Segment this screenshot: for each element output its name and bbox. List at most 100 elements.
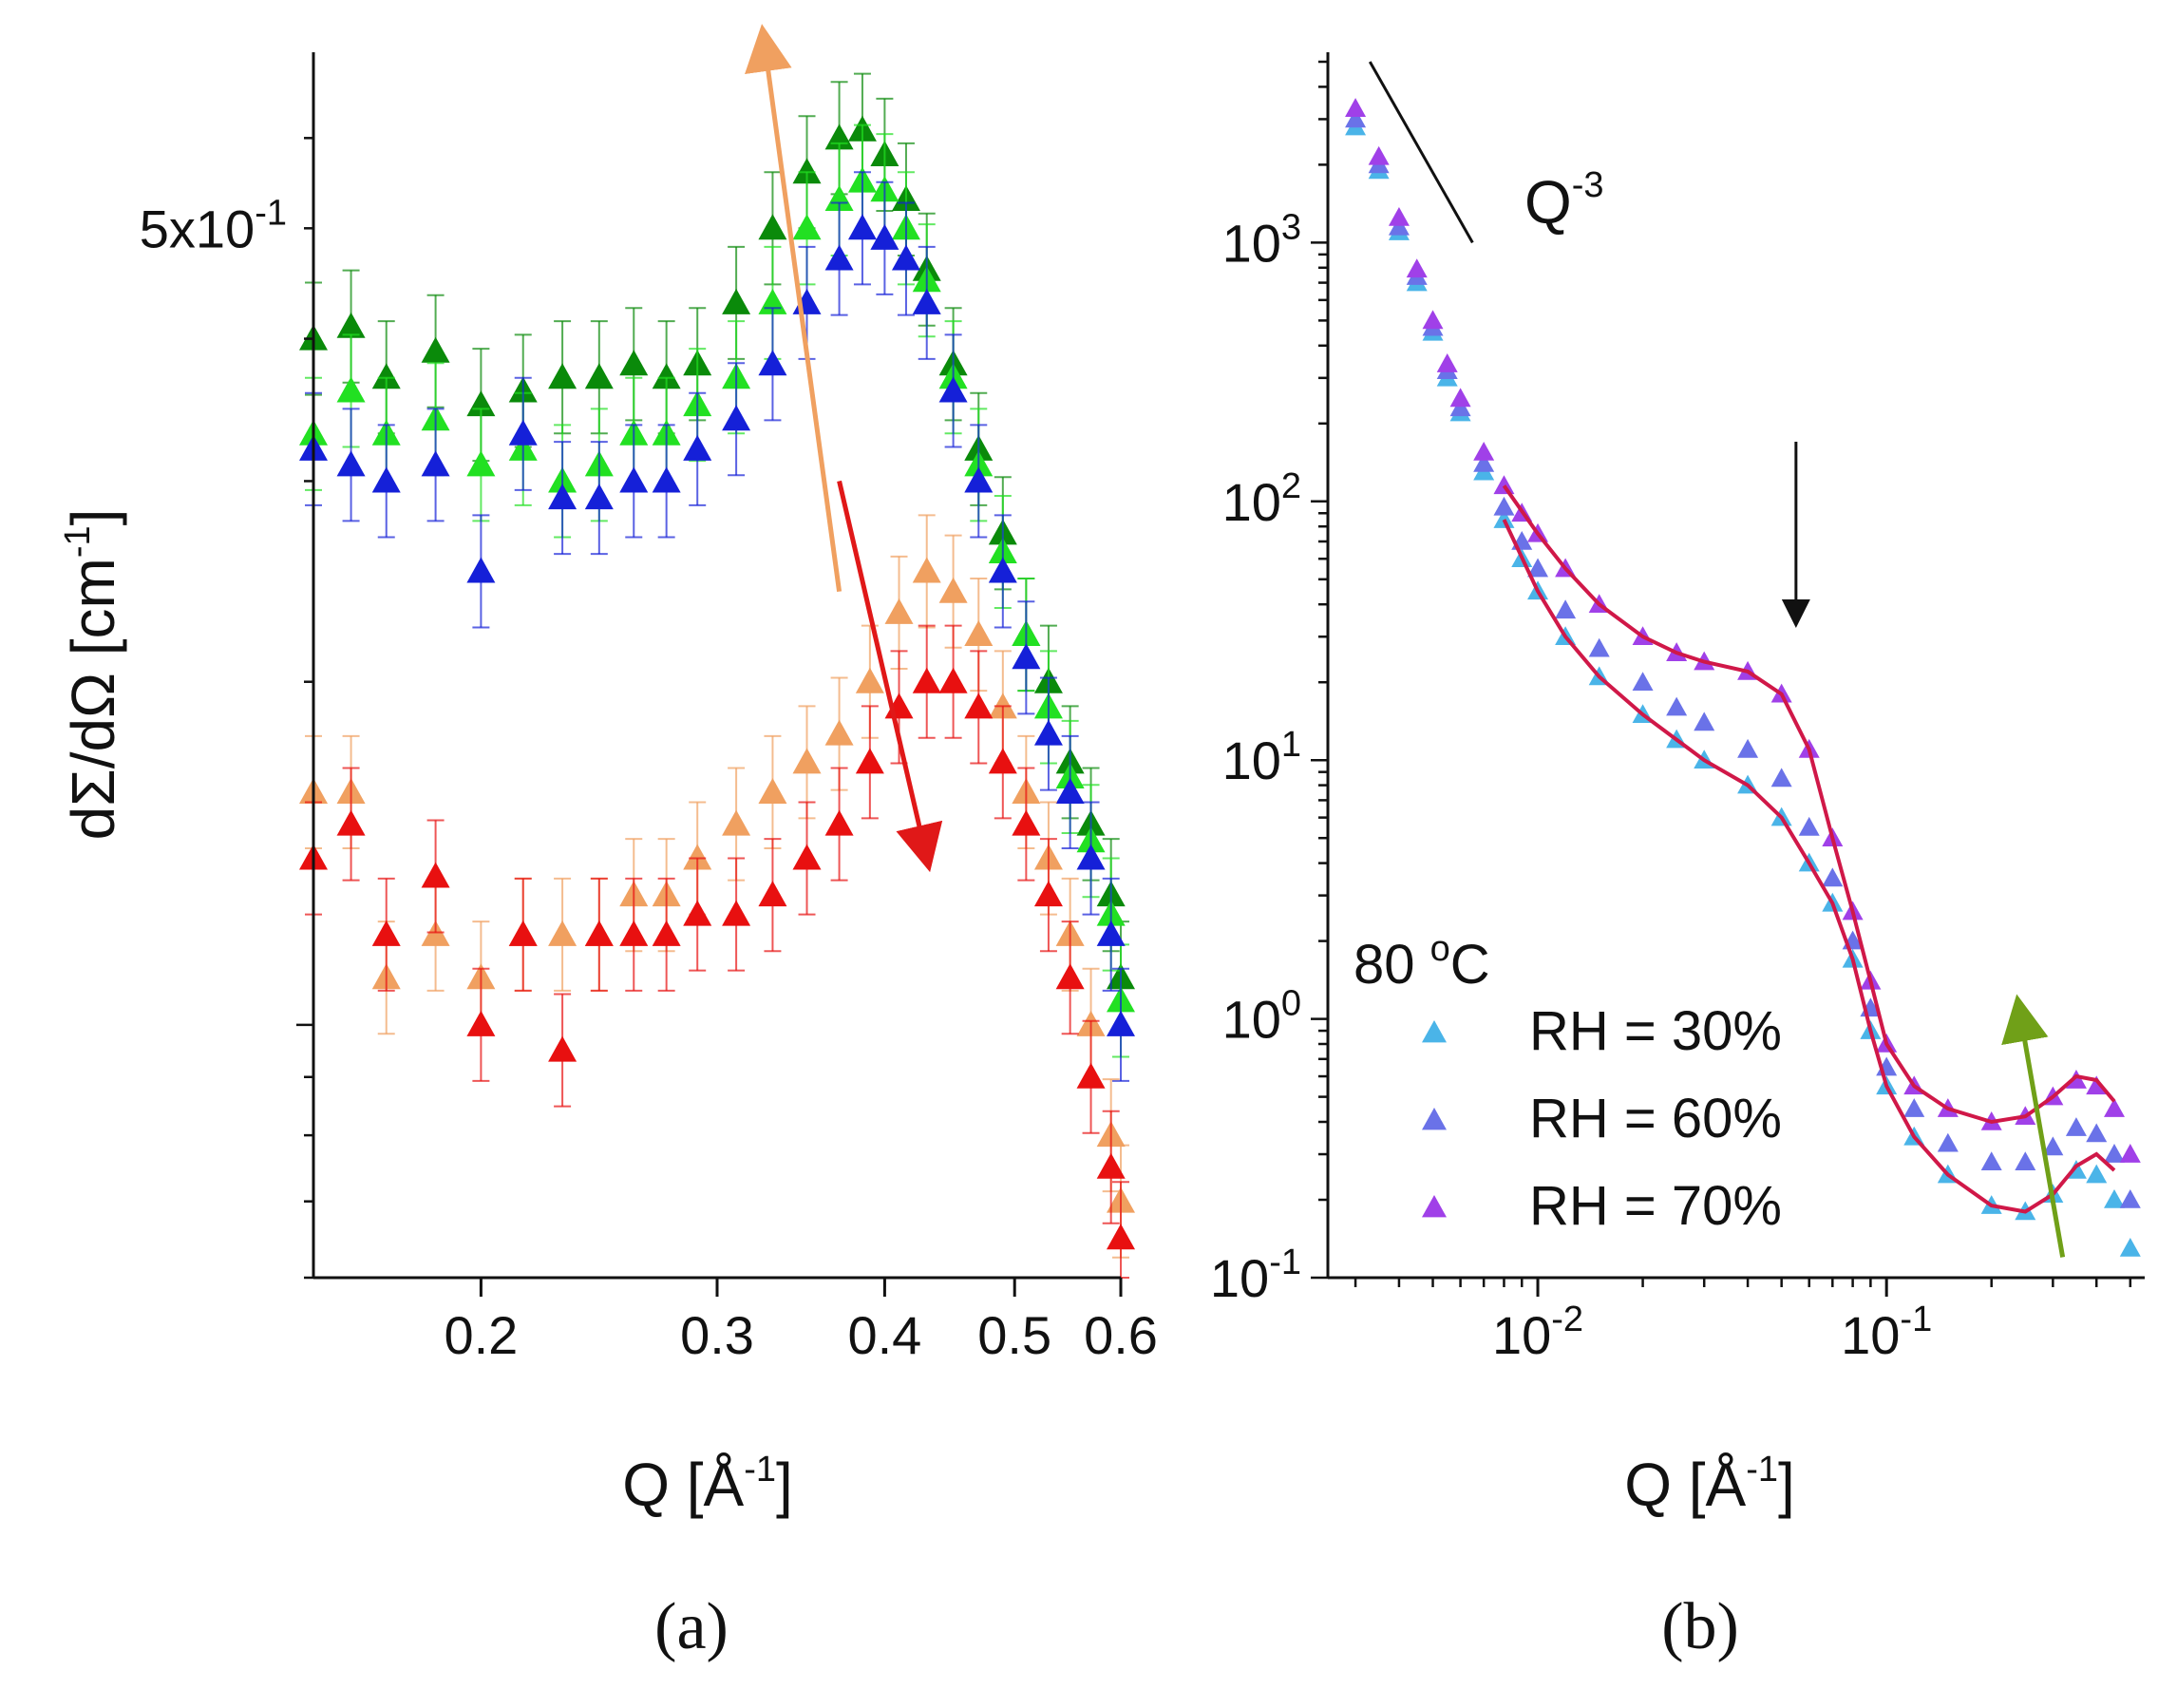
data-point — [508, 920, 538, 946]
y-tick-label: 103 — [1222, 207, 1301, 273]
data-point — [758, 214, 787, 240]
data-point — [2086, 1075, 2108, 1095]
panel-b-slope-label: Q-3 — [1524, 165, 1604, 237]
orange-arrow — [745, 24, 842, 593]
data-point — [912, 667, 941, 693]
data-point — [1345, 108, 1367, 128]
y-tick-label: 100 — [1222, 984, 1301, 1050]
data-point — [1096, 920, 1126, 946]
data-point — [1055, 963, 1085, 990]
data-point — [2104, 1188, 2126, 1208]
data-point — [824, 244, 854, 271]
legend-label: RH = 70% — [1529, 1175, 1782, 1237]
panel-b-annotations — [1368, 61, 2066, 1258]
panel-a-label: (a) — [654, 1590, 729, 1663]
data-point — [722, 405, 751, 431]
data-point — [912, 288, 941, 314]
data-point — [824, 719, 854, 746]
data-point — [1666, 696, 1688, 716]
y-tick-label: 102 — [1222, 466, 1301, 532]
x-tick-label: 10-2 — [1492, 1300, 1583, 1365]
data-point — [792, 214, 822, 240]
data-point — [1798, 816, 1820, 836]
panel-a-x-axis-title: Q [Å-1] — [622, 1450, 793, 1519]
red-arrow — [837, 480, 943, 873]
data-point — [336, 312, 366, 338]
data-point — [1012, 643, 1041, 670]
data-point — [584, 363, 614, 389]
data-point — [584, 484, 614, 510]
data-point — [2104, 1144, 2126, 1163]
data-point — [847, 214, 877, 240]
data-point — [1422, 310, 1444, 330]
y-tick-label: 101 — [1222, 725, 1301, 790]
data-point — [722, 809, 751, 836]
data-point — [988, 748, 1017, 774]
data-point — [421, 450, 450, 477]
data-point — [1493, 475, 1515, 495]
data-point — [722, 900, 751, 926]
data-point — [1588, 637, 1610, 657]
data-point — [792, 844, 822, 870]
data-point — [1076, 844, 1106, 870]
slope-line — [1368, 61, 1474, 244]
data-point — [548, 484, 577, 510]
data-point — [336, 376, 366, 403]
data-point — [964, 693, 994, 719]
data-point — [1527, 558, 1549, 578]
series-4 — [299, 624, 1135, 1279]
data-point — [619, 350, 649, 376]
data-point — [1903, 1098, 1925, 1117]
panel-b-legend: RH = 30% RH = 60% RH = 70% — [1422, 1000, 1782, 1237]
legend-label: RH = 60% — [1529, 1088, 1782, 1149]
legend-marker — [1422, 1020, 1447, 1043]
fit-line — [1502, 519, 2116, 1214]
y-tick-label: 5x10-1 — [140, 193, 287, 258]
data-point — [584, 920, 614, 946]
data-point — [1055, 777, 1085, 804]
panel-a-y-axis-title: dΣ/dΩ [cm-1] — [58, 509, 127, 841]
data-point — [938, 667, 968, 693]
legend-marker — [1422, 1108, 1447, 1130]
data-point — [1436, 353, 1458, 372]
data-point — [964, 466, 994, 493]
data-point — [548, 1035, 577, 1062]
data-point — [466, 450, 496, 477]
data-point — [2086, 1123, 2108, 1143]
data-point — [1770, 768, 1792, 788]
data-point — [938, 577, 968, 603]
data-point — [2119, 1188, 2141, 1208]
data-point — [1033, 719, 1063, 746]
panel-b-plot: 10-2 10-1 10-1 100 101 102 103 Q [Å-1] Q-3 80 … — [1210, 52, 2145, 1663]
data-point — [758, 777, 787, 804]
data-point — [371, 363, 401, 389]
data-point — [652, 920, 681, 946]
panel-b-data — [1345, 98, 2141, 1257]
series-0 — [1345, 116, 2141, 1257]
data-point — [870, 223, 899, 250]
data-point — [792, 158, 822, 184]
data-point — [1555, 599, 1577, 619]
panel-b-ticks: 10-2 10-1 10-1 100 101 102 103 — [1210, 207, 1932, 1365]
green-arrow — [2001, 994, 2066, 1258]
data-point — [466, 557, 496, 583]
data-point — [758, 881, 787, 907]
legend-marker — [1422, 1195, 1447, 1218]
data-point — [1107, 1010, 1135, 1036]
legend-label: RH = 30% — [1529, 1000, 1782, 1062]
data-point — [1822, 867, 1844, 887]
data-point — [1406, 258, 1428, 278]
data-point — [1473, 452, 1495, 472]
data-point — [548, 920, 577, 946]
data-point — [964, 620, 994, 647]
data-point — [683, 900, 712, 926]
data-point — [421, 336, 450, 363]
data-point — [758, 350, 787, 376]
data-point — [1473, 441, 1495, 461]
data-point — [824, 184, 854, 211]
x-tick-label: 10-1 — [1841, 1300, 1932, 1365]
data-point — [2119, 1237, 2141, 1257]
panel-a-axes — [296, 52, 1121, 1287]
y-tick-label: 10-1 — [1210, 1243, 1301, 1308]
data-point — [466, 390, 496, 417]
